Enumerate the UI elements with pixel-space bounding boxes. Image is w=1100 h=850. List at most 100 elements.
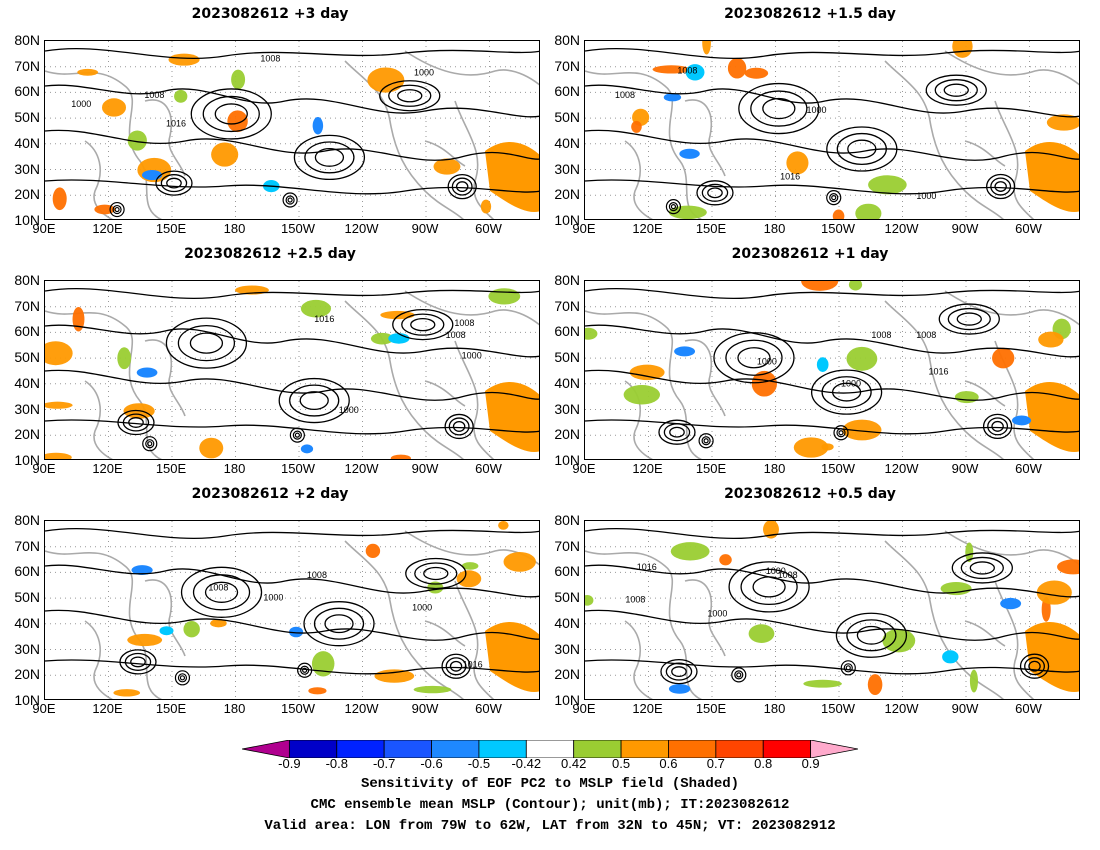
contour-label: 1000 bbox=[841, 379, 861, 389]
sensitivity-shade bbox=[210, 618, 227, 628]
lon-tick-label: 90E bbox=[32, 701, 56, 716]
isobar-contour bbox=[448, 417, 470, 436]
colorbar bbox=[242, 740, 858, 758]
sensitivity-shade bbox=[631, 120, 642, 133]
isobar-contour bbox=[951, 552, 1013, 584]
lon-tick-label: 150E bbox=[695, 461, 727, 476]
sensitivity-shade bbox=[199, 437, 224, 459]
lon-tick-label: 180 bbox=[223, 461, 246, 476]
sensitivity-shade bbox=[498, 521, 509, 530]
sensitivity-shade bbox=[679, 148, 700, 159]
lat-tick-label: 70N bbox=[14, 297, 40, 314]
isobar-contour bbox=[947, 307, 991, 331]
colorbar-tick-label: 0.9 bbox=[801, 756, 820, 771]
lon-tick-label: 90W bbox=[411, 701, 439, 716]
caption-line2: CMC ensemble mean MSLP (Contour); unit(m… bbox=[310, 797, 790, 813]
sensitivity-shade bbox=[1038, 331, 1064, 348]
coastline bbox=[964, 380, 1006, 407]
lon-tick-label: 120W bbox=[884, 221, 919, 236]
coastline bbox=[144, 339, 186, 417]
contour-label: 1000 bbox=[462, 351, 482, 361]
contour-label: 1008 bbox=[778, 570, 798, 580]
isobar-contour bbox=[831, 194, 837, 201]
isobar-contour bbox=[994, 181, 1007, 192]
isobar-contour bbox=[856, 625, 887, 645]
lon-tick-label: 150E bbox=[155, 701, 187, 716]
isobar-contour bbox=[300, 665, 310, 675]
lon-tick-label: 60W bbox=[475, 221, 502, 236]
lon-tick-label: 90E bbox=[572, 221, 596, 236]
isobar-contour bbox=[847, 139, 877, 159]
isobar-contour bbox=[282, 192, 298, 208]
isobar-contour bbox=[324, 614, 354, 634]
map-panel: 2023082612 +0.5 day 80N 70N 60N 50N 40N 30N 20N… bbox=[540, 480, 1080, 720]
isobar-contour bbox=[392, 308, 454, 341]
isobar-contour bbox=[846, 619, 897, 652]
sensitivity-shade bbox=[503, 551, 536, 572]
coastline bbox=[144, 579, 186, 657]
isobar-contour bbox=[835, 612, 908, 658]
coastline bbox=[424, 620, 466, 647]
isobar-contour bbox=[829, 192, 839, 203]
sensitivity-shade bbox=[365, 543, 381, 558]
lon-tick-label: 120E bbox=[632, 701, 663, 716]
isobar-contour bbox=[45, 48, 539, 59]
panel-title: 2023082612 +1.5 day bbox=[724, 6, 896, 22]
lat-tick-label: 60N bbox=[554, 83, 580, 100]
lat-tick-label: 10N bbox=[14, 211, 40, 228]
isobar-contour bbox=[142, 436, 158, 452]
isobar-contour bbox=[938, 303, 1000, 335]
lat-tick-label: 80N bbox=[554, 272, 580, 288]
contour-label: 1008 bbox=[144, 90, 164, 100]
mslp-map: 1000 1008 1016 1000 1008 bbox=[44, 520, 540, 700]
sensitivity-shade bbox=[413, 685, 452, 694]
lon-tick-label: 120E bbox=[632, 221, 663, 236]
sensitivity-shade bbox=[231, 69, 246, 90]
sensitivity-shade bbox=[367, 67, 405, 93]
lon-tick-label: 90E bbox=[32, 461, 56, 476]
lat-tick-label: 30N bbox=[14, 640, 40, 657]
contour-label: 1008 bbox=[260, 53, 280, 63]
sensitivity-shade bbox=[629, 364, 665, 381]
sensitivity-shade bbox=[816, 357, 829, 372]
lat-tick-label: 40N bbox=[554, 374, 580, 391]
isobar-contour bbox=[445, 657, 467, 676]
isobar-contour bbox=[287, 197, 293, 203]
coastline bbox=[344, 300, 464, 459]
isobar-contour bbox=[728, 561, 810, 613]
isobar-contour bbox=[45, 324, 539, 358]
sensitivity-shade bbox=[488, 288, 521, 305]
caption-line3: Valid area: LON from 79W to 62W, LAT fro… bbox=[264, 818, 836, 834]
coastline bbox=[684, 99, 726, 177]
lat-tick-label: 10N bbox=[14, 451, 40, 468]
sensitivity-shade bbox=[289, 626, 304, 638]
sensitivity-shade bbox=[821, 443, 834, 451]
isobar-contour bbox=[585, 324, 1079, 358]
lat-tick-label: 80N bbox=[14, 272, 40, 288]
isobar-contour bbox=[174, 670, 191, 686]
isobar-contour bbox=[177, 673, 188, 683]
contour-label: 1000 bbox=[339, 405, 359, 415]
coastline bbox=[585, 550, 703, 699]
lat-tick-label: 20N bbox=[554, 186, 580, 203]
lon-tick-label: 150E bbox=[695, 701, 727, 716]
map-panel: 2023082612 +3 day 80N 70N 60N 50N 40N 30N 20N 10… bbox=[0, 0, 540, 240]
isobar-contour bbox=[180, 566, 263, 618]
lat-tick-label: 20N bbox=[14, 666, 40, 683]
coastline bbox=[884, 60, 1004, 219]
sensitivity-shade bbox=[461, 562, 479, 570]
lon-tick-label: 120E bbox=[92, 221, 123, 236]
lat-tick-label: 70N bbox=[554, 537, 580, 554]
isobar-contour bbox=[302, 667, 308, 673]
lat-tick-label: 80N bbox=[554, 32, 580, 48]
sensitivity-shade bbox=[668, 205, 707, 219]
sensitivity-shade bbox=[102, 98, 127, 117]
isobar-contour bbox=[670, 204, 677, 210]
sensitivity-shade bbox=[744, 67, 769, 79]
lat-tick-label: 50N bbox=[14, 349, 40, 366]
lon-tick-label: 150W bbox=[281, 221, 315, 236]
sensitivity-shade bbox=[954, 391, 979, 404]
isobar-contour bbox=[701, 183, 729, 202]
contour-label: 1000 bbox=[766, 566, 786, 576]
lat-tick-label: 30N bbox=[14, 400, 40, 417]
